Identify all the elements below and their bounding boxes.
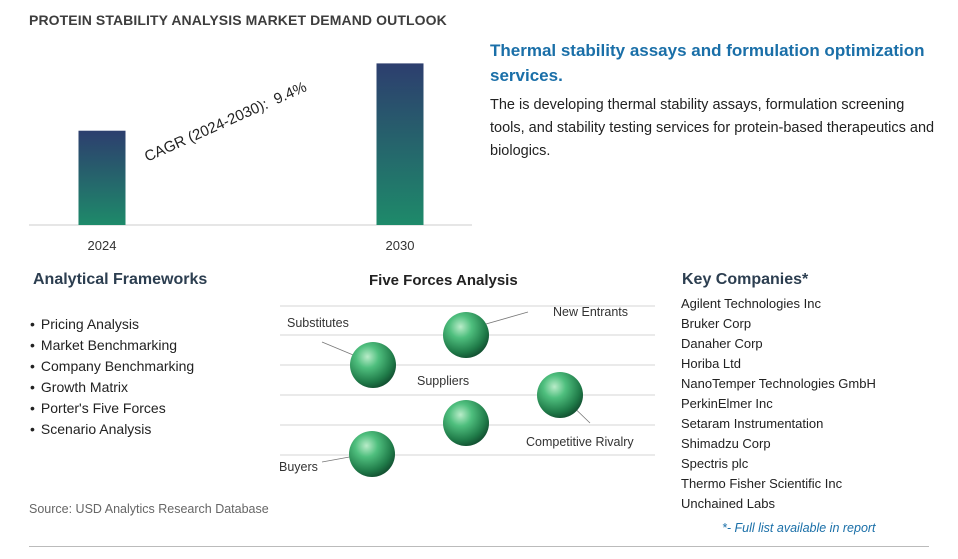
sphere-buyers [349, 431, 395, 477]
bottom-divider [29, 546, 929, 547]
sphere-substitutes [350, 342, 396, 388]
company-item: Unchained Labs [681, 496, 775, 511]
x-tick-label-2030: 2030 [386, 238, 415, 253]
full-list-note: *- Full list available in report [722, 521, 876, 535]
sphere-competitive-rivalry [537, 372, 583, 418]
framework-item: Growth Matrix [30, 377, 194, 398]
five-forces-title: Five Forces Analysis [369, 272, 518, 289]
force-label-suppliers: Suppliers [417, 374, 470, 388]
five-forces-diagram [280, 305, 655, 477]
force-label-buyers: Buyers [279, 460, 318, 474]
bar-2030 [376, 63, 424, 225]
force-label-competitive-rivalry: Competitive Rivalry [526, 435, 634, 449]
framework-item: Scenario Analysis [30, 419, 194, 440]
framework-item: Pricing Analysis [30, 314, 194, 335]
key-companies-title: Key Companies* [682, 271, 809, 288]
sphere-suppliers [443, 400, 489, 446]
source-note: Source: USD Analytics Research Database [29, 502, 269, 516]
frameworks-list: Pricing Analysis Market Benchmarking Com… [30, 314, 194, 440]
framework-item: Porter's Five Forces [30, 398, 194, 419]
framework-item: Company Benchmarking [30, 356, 194, 377]
key-companies-list: Agilent Technologies Inc Bruker Corp Dan… [681, 294, 876, 514]
company-item: Spectris plc [681, 456, 749, 471]
bar-chart: 2024 2030 [29, 63, 472, 253]
page-title: PROTEIN STABILITY ANALYSIS MARKET DEMAND… [29, 12, 447, 28]
highlight-description: The is developing thermal stability assa… [490, 97, 935, 159]
highlight-title: Thermal stability assays and formulation… [490, 41, 925, 85]
company-item: Danaher Corp [681, 336, 763, 351]
force-label-new-entrants: New Entrants [553, 305, 629, 319]
company-item: Setaram Instrumentation [681, 416, 824, 431]
frameworks-title: Analytical Frameworks [33, 271, 208, 288]
company-item: NanoTemper Technologies GmbH [681, 376, 876, 391]
framework-item: Market Benchmarking [30, 335, 194, 356]
company-item: PerkinElmer Inc [681, 396, 773, 411]
company-item: Horiba Ltd [681, 356, 741, 371]
bar-2024 [78, 130, 126, 225]
company-item: Agilent Technologies Inc [681, 296, 821, 311]
sphere-new-entrants [443, 312, 489, 358]
x-tick-label-2024: 2024 [88, 238, 117, 253]
company-item: Thermo Fisher Scientific Inc [681, 476, 843, 491]
force-label-substitutes: Substitutes [287, 316, 349, 330]
company-item: Bruker Corp [681, 316, 752, 331]
company-item: Shimadzu Corp [681, 436, 771, 451]
